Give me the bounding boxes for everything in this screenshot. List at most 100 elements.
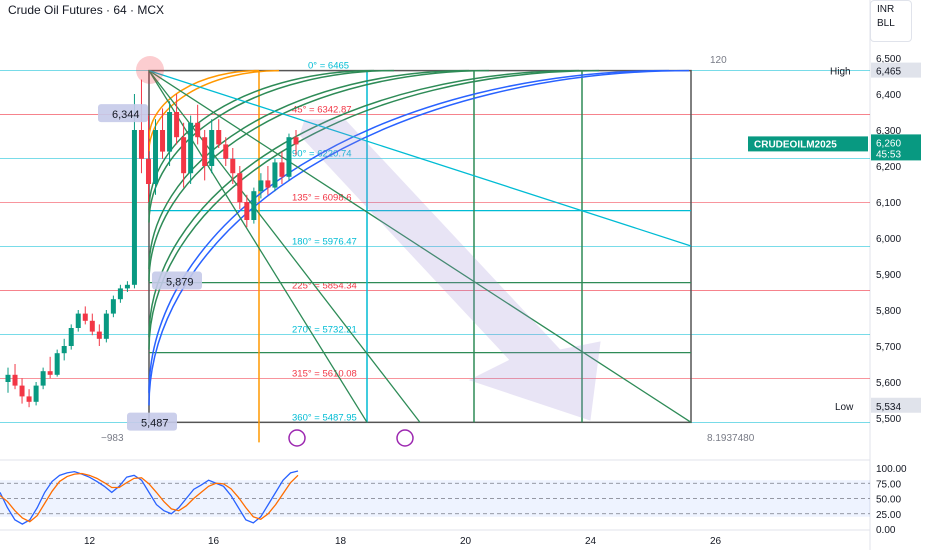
stoch-tick-label: 75.00: [876, 479, 901, 490]
candle-body: [265, 180, 271, 188]
candle-body: [279, 162, 285, 177]
price-tag-box: [152, 271, 202, 290]
time-tick-label: 16: [208, 536, 220, 547]
price-tag-text: 6,344: [112, 109, 140, 121]
low-value: 5,534: [876, 402, 901, 413]
gann-level-label: 360° = 5487.95: [292, 412, 357, 423]
candle-body: [26, 396, 32, 402]
price-tick-label: 5,500: [876, 414, 901, 425]
candle-body: [110, 299, 116, 314]
time-tick-label: 26: [710, 536, 722, 547]
candle-body: [96, 331, 102, 339]
candle-body: [33, 385, 39, 402]
candle-body: [75, 313, 81, 328]
gann-level-label: 0° = 6465: [308, 61, 349, 72]
gann-arc: [148, 69, 690, 406]
gann-level-label: 90° = 6220.74: [292, 149, 352, 160]
candle-body: [61, 346, 67, 354]
candle-body: [188, 122, 194, 174]
gann-arc: [148, 69, 280, 152]
stoch-tick-label: 50.00: [876, 495, 901, 506]
high-value-box: [871, 62, 921, 78]
stoch-tick-label: 25.00: [876, 510, 901, 521]
candle-body: [40, 371, 46, 386]
time-tick-label: 18: [335, 536, 347, 547]
countdown: 45:53: [876, 149, 901, 160]
price-tick-label: 6,200: [876, 162, 901, 173]
candle-body: [286, 137, 292, 177]
candle-body: [251, 191, 257, 220]
price-tick-label: 5,600: [876, 378, 901, 389]
high-label: High: [830, 67, 851, 78]
low-label: Low: [835, 402, 854, 413]
stoch-tick-label: 0.00: [876, 525, 896, 536]
candle-body: [54, 353, 60, 375]
gann-level-label: 135° = 6098.6: [292, 193, 352, 204]
low-value-box: [871, 397, 921, 413]
candle-body: [68, 328, 74, 346]
candle-body: [174, 112, 180, 138]
currency-selector[interactable]: INR BLL: [870, 0, 912, 42]
candle-body: [131, 130, 137, 285]
time-tick-label: 12: [84, 536, 96, 547]
time-tick-label: 24: [585, 536, 597, 547]
candle-body: [195, 122, 201, 138]
candle-body: [167, 112, 173, 152]
candle-body: [258, 180, 264, 192]
candle-body: [82, 313, 88, 321]
candle-body: [12, 374, 18, 386]
candle-body: [117, 288, 123, 300]
candle-body: [293, 137, 299, 145]
high-marker-circle: [136, 56, 164, 84]
candle-body: [145, 158, 151, 184]
gann-arc: [148, 69, 470, 270]
gann-arc: [148, 69, 670, 394]
price-tick-label: 5,900: [876, 270, 901, 281]
stoch-line: [0, 470, 299, 525]
price-tick-label: 5,800: [876, 306, 901, 317]
candle-body: [237, 173, 243, 202]
candle-body: [47, 371, 53, 375]
gann-level-label: 315° = 5610.08: [292, 368, 357, 379]
ticker-box: [748, 136, 868, 152]
currency-label: INR: [877, 4, 895, 15]
gann-fan-line: [148, 70, 368, 423]
stoch-line: [0, 472, 299, 523]
gann-arc: [148, 69, 260, 139]
candle-body: [153, 130, 159, 184]
price-tick-label: 6,500: [876, 54, 901, 65]
candle-body: [223, 144, 229, 159]
gann-fan-line: [148, 70, 692, 423]
last-price-box: [871, 134, 921, 161]
gann-fan-line: [148, 70, 421, 423]
candle-body: [138, 130, 144, 159]
price-tick-label: 6,100: [876, 198, 901, 209]
candle-body: [160, 130, 166, 152]
price-tick-label: 6,300: [876, 126, 901, 137]
candle-body: [202, 137, 208, 166]
top-count-label: 120: [710, 55, 727, 66]
candle-body: [216, 130, 222, 145]
candle-body: [89, 320, 95, 332]
last-price: 6,260: [876, 138, 901, 149]
gann-level-label: 225° = 5854.34: [292, 280, 357, 291]
gann-level-label: 180° = 5976.47: [292, 236, 357, 247]
candle-body: [272, 162, 278, 188]
chart-title: Crude Oil Futures · 64 · MCX: [8, 3, 165, 17]
price-tag-box: [127, 412, 177, 431]
unit-label: BLL: [877, 18, 895, 29]
candle-body: [244, 202, 250, 220]
price-tick-label: 6,000: [876, 234, 901, 245]
event-icon: [288, 429, 306, 447]
projection-arrow: [299, 119, 601, 421]
candle-body: [19, 385, 25, 397]
bottom-right-label: 8.1937480: [707, 433, 755, 444]
gann-fan-line: [148, 69, 692, 247]
ticker-label: CRUDEOILM2025: [754, 139, 837, 150]
bottom-left-label: −983: [101, 433, 124, 444]
price-tag-text: 5,487: [141, 418, 169, 430]
gann-level-label: 270° = 5732.21: [292, 324, 357, 335]
high-value: 6,465: [876, 67, 901, 78]
time-tick-label: 20: [460, 536, 472, 547]
